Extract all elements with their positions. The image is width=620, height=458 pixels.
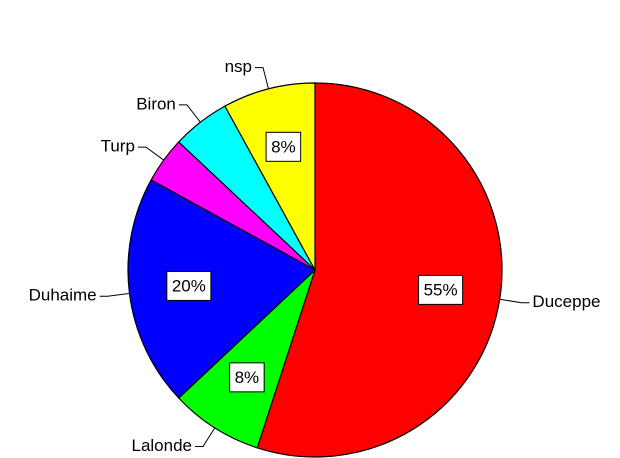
value-label-box [265,131,302,162]
leader-line [99,292,130,297]
category-label: Turp [101,137,135,156]
leader-line [195,427,216,447]
value-label-box [418,274,464,305]
category-label: Duhaime [29,286,97,305]
value-label: 8% [235,368,260,387]
leader-line [137,146,165,161]
value-label-box [229,362,265,393]
pie-slice [177,269,316,449]
pie-slice [127,179,317,399]
pie-slice [224,82,316,271]
category-label: Duceppe [532,292,600,311]
value-label: 8% [271,137,296,156]
value-label: 55% [424,280,458,299]
category-label: Lalonde [131,436,192,455]
value-label-box [166,270,212,301]
leader-line [255,67,269,89]
leader-line [178,104,201,123]
category-label: nsp [225,57,252,76]
value-label: 20% [172,276,206,295]
category-label: Biron [136,94,176,113]
leader-line [499,298,530,304]
pie-slice [256,82,503,458]
